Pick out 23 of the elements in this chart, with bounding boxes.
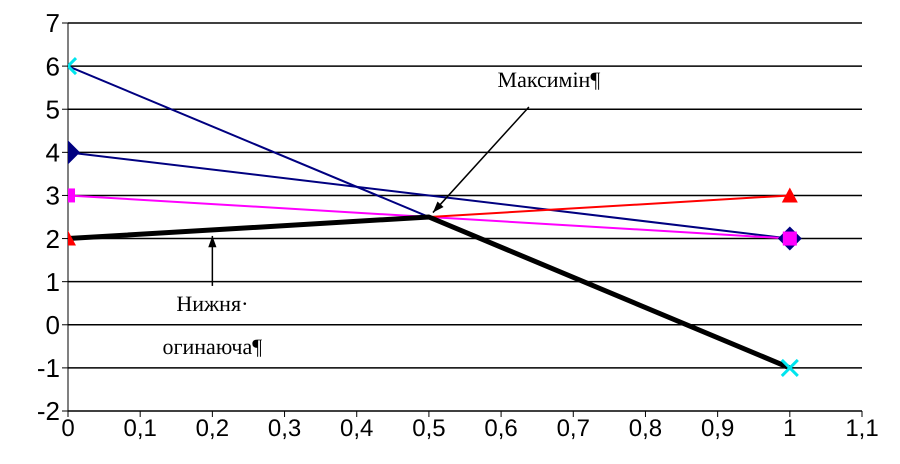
y-tick-label: 2 — [46, 224, 60, 254]
y-tick-label: 1 — [46, 266, 60, 297]
y-tick-label: 3 — [46, 180, 60, 211]
y-tick-label: -2 — [36, 396, 60, 426]
y-tick-label: 4 — [46, 138, 60, 168]
annotation: Максимін¶ — [498, 67, 600, 92]
x-tick-label: 0,6 — [484, 415, 518, 442]
y-tick-label: 0 — [46, 310, 60, 340]
x-tick-label: 1,1 — [845, 415, 879, 442]
y-tick-label: 5 — [46, 94, 60, 124]
x-tick-label: 0,5 — [412, 415, 446, 442]
y-tick-label: 6 — [46, 51, 60, 82]
y-tick-label: -1 — [36, 353, 60, 384]
x-tick-label: 0,8 — [628, 415, 662, 442]
y-tick-label: 7 — [46, 8, 60, 38]
x-tick-label: 0,1 — [123, 415, 157, 442]
x-tick-label: 0,3 — [268, 415, 302, 442]
x-tick-label: 0,4 — [340, 415, 374, 442]
x-tick-label: 0,9 — [700, 415, 734, 442]
x-tick-label: 1 — [783, 415, 796, 442]
annotation: Нижня· огинаюча¶ — [162, 290, 262, 359]
x-tick-label: 0,7 — [556, 415, 590, 442]
x-tick-label: 0,2 — [196, 415, 230, 442]
